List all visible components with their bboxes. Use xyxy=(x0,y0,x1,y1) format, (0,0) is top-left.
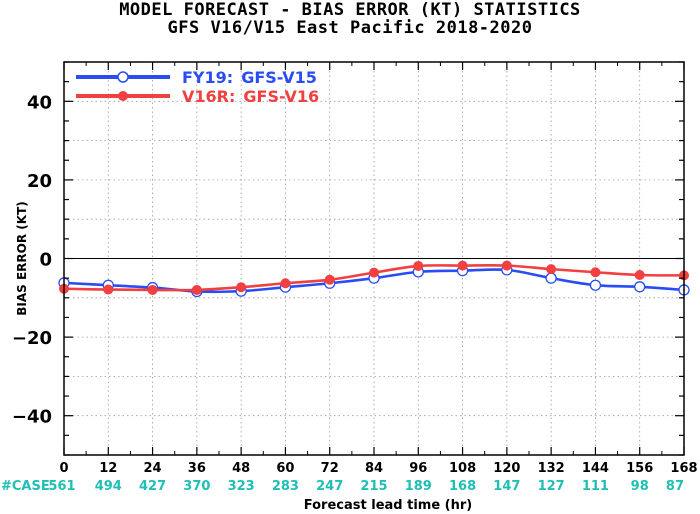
data-point xyxy=(103,284,114,295)
series-layer xyxy=(58,260,690,298)
y-tick-label: −40 xyxy=(12,407,52,428)
x-tick-label: 24 xyxy=(144,461,162,476)
x-tick-label: 96 xyxy=(409,461,427,476)
case-count: 247 xyxy=(316,479,343,494)
data-point xyxy=(147,284,158,295)
data-point xyxy=(324,274,335,285)
x-tick-label: 168 xyxy=(670,461,697,476)
case-count: 189 xyxy=(405,479,432,494)
x-tick-label: 0 xyxy=(59,461,68,476)
case-count: 111 xyxy=(582,479,609,494)
legend-label: FY19: GFS-V15 xyxy=(182,68,317,87)
x-tick-label: 156 xyxy=(626,461,653,476)
case-count: 127 xyxy=(538,479,565,494)
y-axis-label: BIAS ERROR (KT) xyxy=(15,201,29,315)
legend-label: V16R: GFS-V16 xyxy=(182,87,319,106)
case-count: 87 xyxy=(666,479,684,494)
y-tick-label: 0 xyxy=(39,250,52,271)
x-tick-label: 72 xyxy=(321,461,339,476)
x-tick-label: 108 xyxy=(449,461,476,476)
case-count: 427 xyxy=(139,479,166,494)
x-axis-label: Forecast lead time (hr) xyxy=(304,498,472,513)
data-point xyxy=(236,282,247,293)
y-tick-label: −20 xyxy=(12,328,52,349)
case-label: #CASE xyxy=(1,479,50,494)
case-count: 147 xyxy=(493,479,520,494)
case-count: 168 xyxy=(449,479,476,494)
data-point xyxy=(457,260,468,271)
y-axis: −40 −20 0 20 40 xyxy=(12,61,684,456)
x-tick-label: 36 xyxy=(188,461,206,476)
data-point xyxy=(413,260,424,271)
x-tick-label: 60 xyxy=(276,461,294,476)
case-count: 215 xyxy=(360,479,387,494)
data-point xyxy=(280,278,291,289)
case-count: 370 xyxy=(183,479,210,494)
legend-marker xyxy=(117,71,129,83)
x-tick-label: 84 xyxy=(365,461,383,476)
case-count: 561 xyxy=(48,479,75,494)
x-tick-label: 132 xyxy=(538,461,565,476)
data-point xyxy=(546,264,557,275)
case-count: 98 xyxy=(631,479,649,494)
case-count: 494 xyxy=(95,479,122,494)
chart-subtitle: GFS V16/V15 East Pacific 2018-2020 xyxy=(167,18,533,38)
data-point xyxy=(634,270,645,281)
y-tick-label: 40 xyxy=(27,92,52,113)
x-tick-label: 120 xyxy=(493,461,520,476)
data-point xyxy=(501,260,512,271)
data-point xyxy=(589,279,602,291)
data-point xyxy=(634,281,646,293)
case-count: 323 xyxy=(228,479,255,494)
y-tick-label: 20 xyxy=(27,171,52,192)
legend-marker xyxy=(118,91,128,101)
case-count: 283 xyxy=(272,479,299,494)
x-axis: 0 12 24 36 48 60 72 84 96 108 120 132 144 156 168 xyxy=(59,62,698,476)
x-tick-label: 48 xyxy=(232,461,250,476)
x-tick-label: 144 xyxy=(582,461,609,476)
data-point xyxy=(191,284,202,295)
data-point xyxy=(590,267,601,278)
chart-title: MODEL FORECAST - BIAS ERROR (KT) STATIST… xyxy=(119,0,581,20)
data-point xyxy=(545,272,557,284)
data-point xyxy=(369,267,379,278)
x-tick-label: 12 xyxy=(99,461,117,476)
